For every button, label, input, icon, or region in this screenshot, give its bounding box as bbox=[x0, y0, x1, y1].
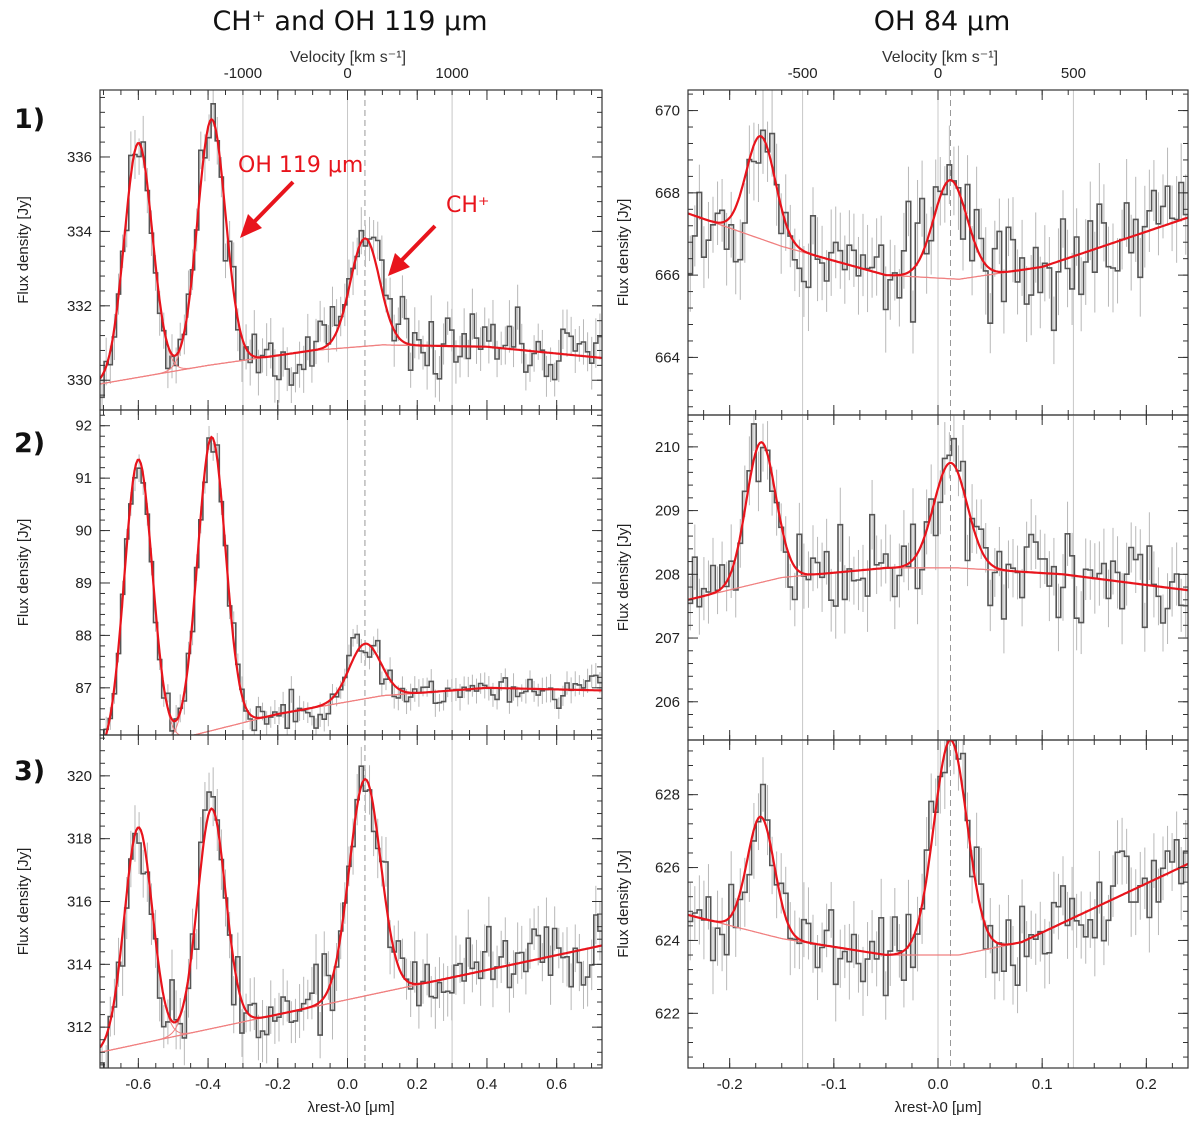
gaussian-component bbox=[171, 436, 602, 735]
y-tick-label: 208 bbox=[655, 566, 680, 583]
y-tick-label: 207 bbox=[655, 630, 680, 647]
panel-frame bbox=[99, 734, 603, 1069]
y-axis-label: Flux density [Jy] bbox=[615, 199, 632, 307]
y-tick-label: 670 bbox=[655, 103, 680, 120]
x-tick-label: 0.0 bbox=[337, 1076, 358, 1093]
left-column-title: CH⁺ and OH 119 μm bbox=[212, 6, 487, 37]
y-tick-label: 314 bbox=[67, 956, 92, 973]
spectrum-panel-6: 622 624 626 628 Flux density [Jy] -0.2 -0.1 0.0… bbox=[615, 739, 1189, 1116]
total-model-fit bbox=[688, 134, 1188, 277]
y-tick-label: 88 bbox=[75, 627, 92, 644]
spectrum-panel-1: 330 332 334 336 Flux density [Jy] -1000 0 1000 bbox=[15, 65, 603, 411]
y-tick-label: 320 bbox=[67, 768, 92, 785]
velocity-tick-label: 0 bbox=[934, 65, 942, 82]
x-tick-label: -0.2 bbox=[717, 1076, 743, 1093]
y-tick-label: 312 bbox=[67, 1019, 92, 1036]
x-tick-label: 0.6 bbox=[546, 1076, 567, 1093]
data-histogram bbox=[688, 740, 1188, 997]
oh119-label: OH 119 μm bbox=[238, 153, 363, 178]
y-tick-label: 624 bbox=[655, 932, 680, 949]
y-tick-label: 87 bbox=[75, 680, 92, 697]
y-axis-label: Flux density [Jy] bbox=[15, 196, 32, 304]
y-axis-label: Flux density [Jy] bbox=[615, 850, 632, 958]
y-tick-label: 668 bbox=[655, 185, 680, 202]
data-histogram bbox=[688, 129, 1188, 332]
y-tick-label: 91 bbox=[75, 470, 92, 487]
y-tick-label: 90 bbox=[75, 523, 92, 540]
chp-label: CH⁺ bbox=[446, 193, 490, 218]
x-tick-label: 0.2 bbox=[1136, 1076, 1157, 1093]
y-tick-label: 92 bbox=[75, 418, 92, 435]
data-histogram bbox=[103, 437, 602, 735]
x-tick-label: -0.1 bbox=[821, 1076, 847, 1093]
gaussian-component bbox=[105, 459, 602, 735]
chp-arrow-head bbox=[388, 253, 410, 276]
row-label-2: 2) bbox=[14, 428, 45, 459]
y-tick-label: 626 bbox=[655, 860, 680, 877]
y-tick-label: 206 bbox=[655, 694, 680, 711]
x-tick-label: 0.1 bbox=[1032, 1076, 1053, 1093]
error-bars bbox=[101, 746, 601, 1068]
right-velocity-axis-label: Velocity [km s⁻¹] bbox=[882, 49, 998, 66]
y-axis-label: Flux density [Jy] bbox=[15, 848, 32, 956]
x-tick-label: -0.4 bbox=[195, 1076, 221, 1093]
total-model-fit bbox=[104, 435, 602, 735]
error-bars bbox=[105, 425, 601, 735]
y-axis-label: Flux density [Jy] bbox=[615, 524, 632, 632]
y-axis-label: Flux density [Jy] bbox=[15, 519, 32, 627]
spectrum-panel-4: 664 666 668 670 Flux density [Jy] -500 0 500 bbox=[615, 65, 1189, 416]
x-axis-label: λrest-λ0 [μm] bbox=[895, 1099, 982, 1116]
x-tick-label: -0.6 bbox=[125, 1076, 151, 1093]
y-tick-label: 336 bbox=[67, 149, 92, 166]
y-tick-label: 210 bbox=[655, 439, 680, 456]
data-histogram bbox=[100, 765, 602, 1068]
y-tick-label: 209 bbox=[655, 503, 680, 520]
spectrum-panels: 330 332 334 336 Flux density [Jy] -1000 0 1000 8… bbox=[15, 65, 1189, 1116]
y-tick-label: 666 bbox=[655, 267, 680, 284]
left-velocity-axis-label: Velocity [km s⁻¹] bbox=[290, 49, 406, 66]
x-axis-label: λrest-λ0 [μm] bbox=[308, 1099, 395, 1116]
y-tick-label: 89 bbox=[75, 575, 92, 592]
chp-arrow-shaft bbox=[398, 224, 437, 264]
total-model-fit bbox=[100, 777, 602, 1049]
total-model-fit bbox=[100, 117, 602, 380]
oh119-arrow-head bbox=[240, 214, 262, 238]
spectrum-panel-5: 206 207 208 209 210 Flux density [Jy] bbox=[615, 414, 1189, 741]
spectrum-panel-2: 87 88 89 90 91 92 Flux density [Jy] bbox=[15, 409, 603, 736]
y-tick-label: 330 bbox=[67, 372, 92, 389]
data-histogram bbox=[688, 423, 1188, 629]
y-tick-label: 332 bbox=[67, 298, 92, 315]
velocity-tick-label: -1000 bbox=[224, 65, 262, 82]
annotation-oh119: OH 119 μm bbox=[238, 153, 363, 238]
x-tick-label: -0.2 bbox=[265, 1076, 291, 1093]
y-tick-label: 316 bbox=[67, 894, 92, 911]
gaussian-component bbox=[100, 778, 602, 1053]
x-tick-label: 0.2 bbox=[407, 1076, 428, 1093]
total-model-fit bbox=[688, 440, 1188, 601]
velocity-tick-label: 1000 bbox=[435, 65, 468, 82]
row-label-3: 3) bbox=[14, 756, 45, 787]
velocity-tick-label: 500 bbox=[1061, 65, 1086, 82]
total-model-fit bbox=[688, 740, 1188, 957]
oh119-arrow-shaft bbox=[252, 180, 295, 224]
data-histogram bbox=[100, 103, 602, 399]
gaussian-component bbox=[192, 643, 602, 735]
y-tick-label: 628 bbox=[655, 787, 680, 804]
x-tick-label: 0.0 bbox=[928, 1076, 949, 1093]
velocity-tick-label: -500 bbox=[788, 65, 818, 82]
row-label-1: 1) bbox=[14, 104, 45, 135]
gaussian-component bbox=[100, 142, 602, 379]
panel-frame bbox=[99, 409, 603, 736]
spectrum-panel-3: 312 314 316 318 320 Flux density [Jy] -0.6 -0.4… bbox=[15, 734, 603, 1116]
y-tick-label: 334 bbox=[67, 223, 92, 240]
right-column-title: OH 84 μm bbox=[874, 6, 1011, 37]
error-bars bbox=[101, 90, 601, 410]
annotation-chp: CH⁺ bbox=[388, 193, 490, 276]
y-tick-label: 318 bbox=[67, 831, 92, 848]
x-tick-label: 0.4 bbox=[477, 1076, 498, 1093]
y-tick-label: 622 bbox=[655, 1005, 680, 1022]
y-tick-label: 664 bbox=[655, 349, 680, 366]
velocity-tick-label: 0 bbox=[343, 65, 351, 82]
